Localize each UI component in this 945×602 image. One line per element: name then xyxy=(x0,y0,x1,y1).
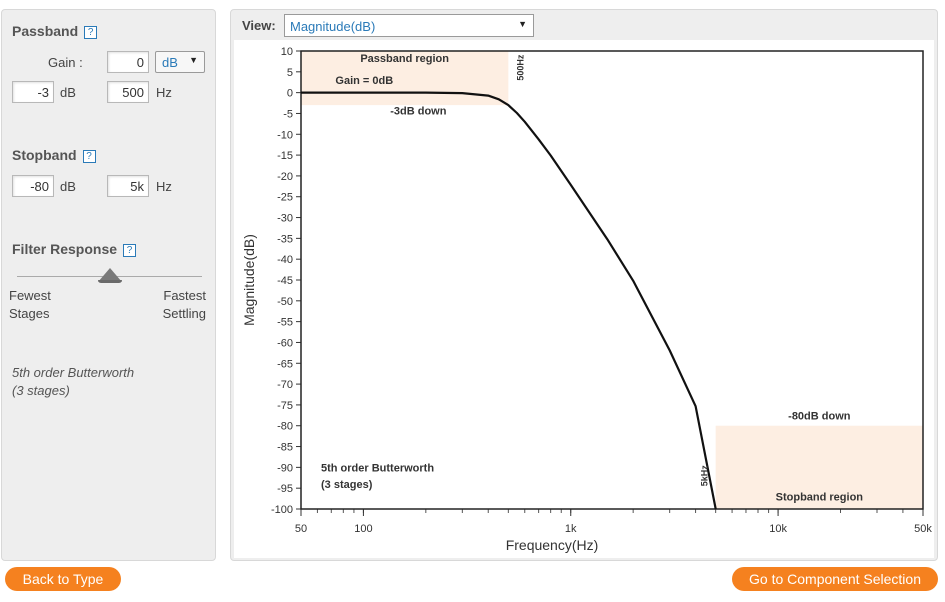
y-tick-label: -20 xyxy=(277,171,293,183)
chevron-down-icon: ▼ xyxy=(189,55,198,65)
x-tick-label: 50k xyxy=(914,523,932,535)
y-tick-label: 10 xyxy=(281,46,293,58)
chevron-down-icon: ▼ xyxy=(518,19,527,29)
passband-attenuation-unit: dB xyxy=(60,85,76,100)
plot-panel: View: Magnitude(dB) ▼ 10 5 0 -5 -10 -15 -20 -25… xyxy=(230,9,938,561)
view-select-value: Magnitude(dB) xyxy=(290,19,376,34)
back-to-type-button[interactable]: Back to Type xyxy=(5,567,121,591)
y-tick-label: -10 xyxy=(277,129,293,141)
filter-response-help-icon[interactable]: ? xyxy=(123,244,137,257)
filter-response-title: Filter Response xyxy=(12,241,118,257)
region-0 xyxy=(301,51,509,106)
y-tick-label: -70 xyxy=(277,379,293,391)
minus3db-annotation: -3dB down xyxy=(390,105,446,117)
region-1 xyxy=(715,425,923,509)
y-tick-label: -15 xyxy=(277,150,293,162)
y-tick-label: -25 xyxy=(277,192,293,204)
y-tick-label: -30 xyxy=(277,213,293,225)
y-tick-label: -5 xyxy=(283,108,293,120)
x-tick-label: 1k xyxy=(565,523,577,535)
view-label: View: xyxy=(242,18,276,33)
stopband-attenuation-input[interactable]: -80 xyxy=(12,175,54,197)
x-tick-label: 50 xyxy=(295,523,307,535)
y-tick-label: -65 xyxy=(277,358,293,370)
passband-frequency-marker: 500Hz xyxy=(515,54,525,81)
stopband-region-label: Stopband region xyxy=(776,492,864,504)
minus80db-annotation: -80dB down xyxy=(788,411,851,423)
passband-help-icon[interactable]: ? xyxy=(84,26,98,39)
x-axis-label: Frequency(Hz) xyxy=(506,537,599,553)
slider-right-label: Fastest Settling xyxy=(163,287,206,323)
slider-right-line2: Settling xyxy=(162,306,206,321)
filter-summary: 5th order Butterworth (3 stages) xyxy=(12,364,134,400)
chart-order-note: 5th order Butterworth xyxy=(321,463,434,475)
y-tick-label: -90 xyxy=(277,462,293,474)
y-tick-label: -35 xyxy=(277,233,293,245)
y-tick-label: -55 xyxy=(277,317,293,329)
gain-annotation: Gain = 0dB xyxy=(335,75,393,87)
view-select[interactable]: Magnitude(dB) ▼ xyxy=(284,14,534,37)
x-tick-label: 10k xyxy=(769,523,787,535)
stopband-frequency-unit: Hz xyxy=(156,179,172,194)
stopband-title: Stopband xyxy=(12,147,77,163)
y-tick-label: -95 xyxy=(277,483,293,495)
ticks-layer: 1050-5-10-15-20-25-30-35-40-45-50-55-60-… xyxy=(271,46,932,535)
slider-right-line1: Fastest xyxy=(163,288,206,303)
stopband-attenuation-unit: dB xyxy=(60,179,76,194)
slider-left-line2: Stages xyxy=(9,306,50,321)
filter-response-heading: Filter Response? xyxy=(12,241,137,257)
curve-layer xyxy=(301,91,717,510)
y-tick-label: -80 xyxy=(277,421,293,433)
gain-input[interactable]: 0 xyxy=(107,51,149,73)
y-tick-label: -85 xyxy=(277,442,293,454)
slider-handle-base[interactable] xyxy=(98,280,122,283)
passband-frequency-unit: Hz xyxy=(156,85,172,100)
go-to-component-selection-button[interactable]: Go to Component Selection xyxy=(732,567,938,591)
stopband-heading: Stopband? xyxy=(12,147,96,163)
y-tick-label: -75 xyxy=(277,400,293,412)
y-tick-label: 5 xyxy=(287,67,293,79)
stopband-frequency-input[interactable]: 5k xyxy=(107,175,149,197)
plot-frame xyxy=(300,50,924,510)
y-tick-label: -50 xyxy=(277,296,293,308)
y-tick-label: -40 xyxy=(277,254,293,266)
stopband-help-icon[interactable]: ? xyxy=(82,150,96,163)
y-tick-label: -45 xyxy=(277,275,293,287)
y-tick-label: 0 xyxy=(287,88,293,100)
y-axis-label: Magnitude(dB) xyxy=(241,234,257,326)
plot-area: 10 5 0 -5 -10 -15 -20 -25 -30 -35 -40 -45 -50 -55 -60-… xyxy=(234,40,934,558)
magnitude-chart: 1050-5-10-15-20-25-30-35-40-45-50-55-60-… xyxy=(241,46,932,553)
gain-unit-select[interactable]: dB ▼ xyxy=(155,51,205,73)
filter-summary-stages: (3 stages) xyxy=(12,383,70,398)
slider-left-label: Fewest Stages xyxy=(9,287,51,323)
passband-attenuation-input[interactable]: -3 xyxy=(12,81,54,103)
x-tick-label: 100 xyxy=(354,523,372,535)
gain-unit-value: dB xyxy=(162,55,178,70)
passband-region-label: Passband region xyxy=(360,53,449,65)
chart-stages-note: (3 stages) xyxy=(321,479,373,491)
passband-title: Passband xyxy=(12,23,79,39)
filter-summary-order: 5th order Butterworth xyxy=(12,365,135,380)
filter-spec-panel: Passband? Gain : 0 dB ▼ -3 dB 500 Hz Sto… xyxy=(1,9,216,561)
passband-heading: Passband? xyxy=(12,23,98,39)
gain-label: Gain : xyxy=(48,55,83,70)
annotation-layer: Passband region Gain = 0dB -3dB down 500Hz -… xyxy=(321,53,863,504)
stopband-frequency-marker: 5kHz xyxy=(700,465,710,487)
passband-frequency-input[interactable]: 500 xyxy=(107,81,149,103)
slider-left-line1: Fewest xyxy=(9,288,51,303)
y-tick-label: -100 xyxy=(271,504,293,516)
slider-handle[interactable] xyxy=(98,268,122,282)
y-tick-label: -60 xyxy=(277,337,293,349)
magnitude-curve xyxy=(301,91,717,510)
regions-layer xyxy=(301,51,923,509)
